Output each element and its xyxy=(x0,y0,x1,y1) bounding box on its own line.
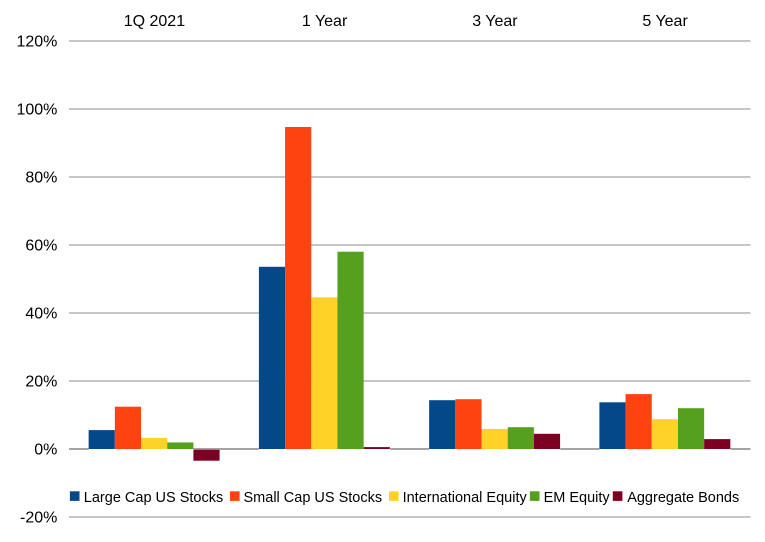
svg-text:EM Equity: EM Equity xyxy=(544,490,611,506)
svg-text:0%: 0% xyxy=(34,442,57,459)
svg-text:Large Cap US Stocks: Large Cap US Stocks xyxy=(84,490,223,506)
svg-text:International Equity: International Equity xyxy=(403,490,528,506)
svg-text:Aggregate Bonds: Aggregate Bonds xyxy=(627,490,739,506)
svg-text:20%: 20% xyxy=(25,374,57,391)
svg-text:1Q 2021: 1Q 2021 xyxy=(124,13,185,30)
svg-text:100%: 100% xyxy=(16,102,57,119)
svg-text:-20%: -20% xyxy=(20,510,57,527)
svg-text:Small Cap US Stocks: Small Cap US Stocks xyxy=(244,490,383,506)
svg-text:1 Year: 1 Year xyxy=(302,13,348,30)
svg-text:80%: 80% xyxy=(25,170,57,187)
svg-text:5 Year: 5 Year xyxy=(642,13,688,30)
svg-text:120%: 120% xyxy=(16,34,57,51)
svg-text:3 Year: 3 Year xyxy=(472,13,518,30)
svg-text:40%: 40% xyxy=(25,306,57,323)
svg-text:60%: 60% xyxy=(25,238,57,255)
